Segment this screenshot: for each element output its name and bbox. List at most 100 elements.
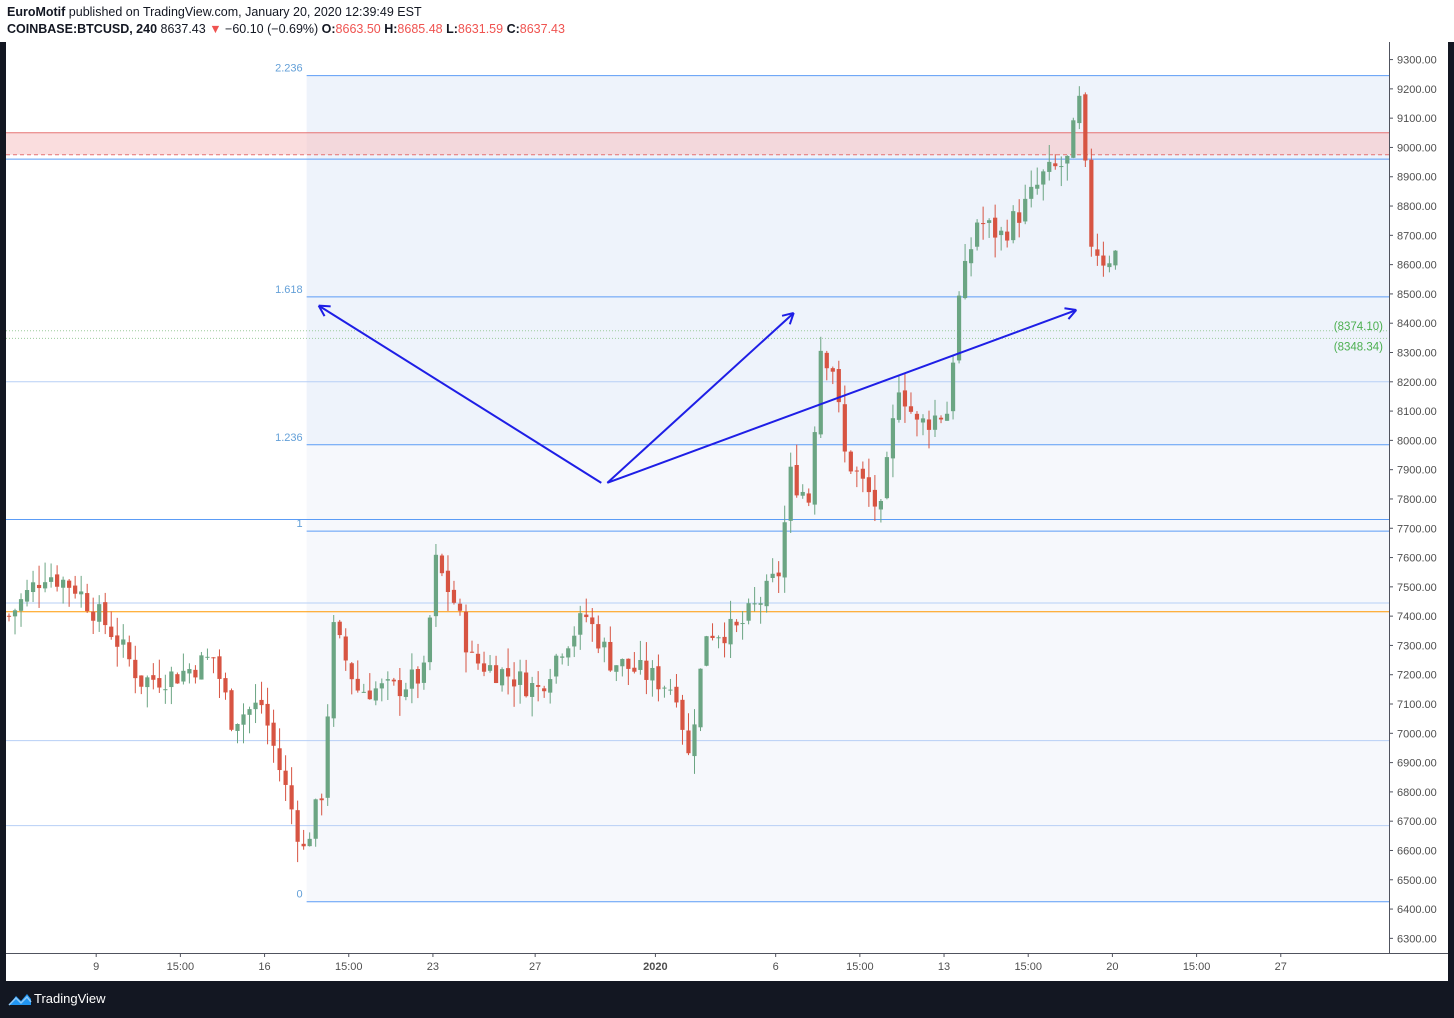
open-value: 8663.50 [335, 22, 381, 36]
author-name[interactable]: EuroMotif [7, 5, 66, 19]
candle-body [938, 417, 944, 420]
candle-body [644, 660, 649, 680]
candle-body [115, 635, 120, 647]
candle-body [451, 589, 457, 603]
candle-body [764, 580, 769, 607]
candle-body [271, 722, 276, 746]
candle-body [181, 670, 186, 682]
candle-body [427, 617, 433, 663]
symbol-label[interactable]: COINBASE:BTCUSD, 240 [7, 22, 158, 36]
candle-body [487, 665, 493, 671]
open-label: O: [321, 22, 336, 36]
candle-body [944, 413, 950, 421]
candle-body [632, 667, 637, 672]
candle-body [962, 260, 968, 299]
candle-body [987, 220, 992, 223]
candle-body [445, 570, 451, 593]
candle-body [530, 682, 535, 697]
candle-body [121, 639, 126, 645]
price-tick-label: 6900.00 [1397, 758, 1437, 770]
price-tick-label: 8500.00 [1397, 289, 1437, 301]
candle-body [782, 522, 787, 578]
price-tick-label: 7300.00 [1397, 640, 1437, 652]
candle-body [590, 617, 595, 625]
price-tick-label: 6500.00 [1397, 875, 1437, 887]
candle-body [18, 599, 24, 611]
price-tick-label: 8600.00 [1397, 260, 1437, 272]
price-tick-label: 8300.00 [1397, 348, 1437, 360]
candle-body [794, 465, 799, 496]
time-tick-label: 15:00 [335, 961, 363, 973]
candle-body [818, 350, 823, 435]
candle-body [1095, 249, 1100, 256]
candle-body [734, 621, 739, 626]
candle-body [1047, 161, 1052, 172]
candle-body [433, 554, 439, 617]
candle-body [656, 666, 661, 690]
candle-body [151, 675, 156, 680]
candle-body [457, 603, 463, 611]
candle-body [908, 406, 914, 412]
close-value: 8637.43 [519, 22, 565, 36]
fib-label: 1.618 [275, 284, 303, 296]
time-tick-label: 2020 [643, 961, 667, 973]
candle-body [548, 679, 553, 693]
price-tick-label: 8800.00 [1397, 201, 1437, 213]
time-tick-label: 9 [93, 961, 99, 973]
candle-body [716, 637, 721, 639]
candle-body [650, 667, 655, 681]
price-label: (8348.34) [1334, 341, 1383, 353]
candle-body [746, 603, 751, 621]
candle-body [602, 641, 607, 648]
candle-body [1065, 155, 1070, 164]
candle-body [981, 223, 986, 225]
candle-body [536, 685, 541, 687]
candle-body [493, 665, 499, 684]
candle-body [698, 668, 703, 728]
arrow-head [317, 305, 326, 317]
candle-body [331, 622, 336, 719]
candle-body [463, 611, 469, 653]
price-tick-label: 8100.00 [1397, 406, 1437, 418]
candle-body [758, 603, 763, 605]
candle-body [710, 635, 715, 638]
candle-body [235, 723, 240, 731]
candle-body [542, 688, 547, 692]
time-tick-label: 15:00 [846, 961, 874, 973]
time-tick-label: 15:00 [1183, 961, 1211, 973]
candle-body [325, 716, 330, 798]
candle-body [872, 489, 877, 507]
fib-label: 1 [297, 518, 303, 530]
candle-body [403, 689, 408, 697]
candle-body [860, 468, 865, 479]
candle-body [614, 665, 619, 672]
candle-body [91, 611, 96, 621]
candle-body [265, 703, 270, 726]
time-tick-label: 15:00 [1014, 961, 1042, 973]
chart-area[interactable]: 2.236 1.618 1.236 1 0 (8374.10) (8348.34) 9300.… [6, 42, 1448, 981]
tradingview-brand[interactable]: TradingView [34, 991, 106, 1006]
price-tick-label: 9000.00 [1397, 142, 1437, 154]
price-tick-label: 9100.00 [1397, 113, 1437, 125]
arrow-head [1064, 307, 1077, 312]
candle-body [133, 659, 138, 679]
candle-body [1029, 186, 1034, 199]
candle-body [379, 683, 384, 689]
candle-body [229, 690, 234, 730]
candle-body [896, 392, 902, 420]
price-chart[interactable]: 2.236 1.618 1.236 1 0 (8374.10) (8348.34) 9300.… [6, 42, 1448, 981]
last-price: 8637.43 [160, 22, 206, 36]
footer: TradingView [0, 981, 1454, 1018]
candle-body [139, 675, 144, 687]
candle-body [355, 678, 360, 691]
candle-body [1053, 163, 1058, 167]
trend-arrow [318, 304, 602, 484]
price-tick-label: 6800.00 [1397, 787, 1437, 799]
trend-arrow [606, 312, 795, 484]
candle-body [993, 217, 998, 238]
time-tick-label: 23 [427, 961, 439, 973]
candle-body [1017, 212, 1022, 223]
candle-body [30, 582, 36, 593]
candle-body [79, 591, 84, 595]
candle-body [770, 573, 775, 578]
